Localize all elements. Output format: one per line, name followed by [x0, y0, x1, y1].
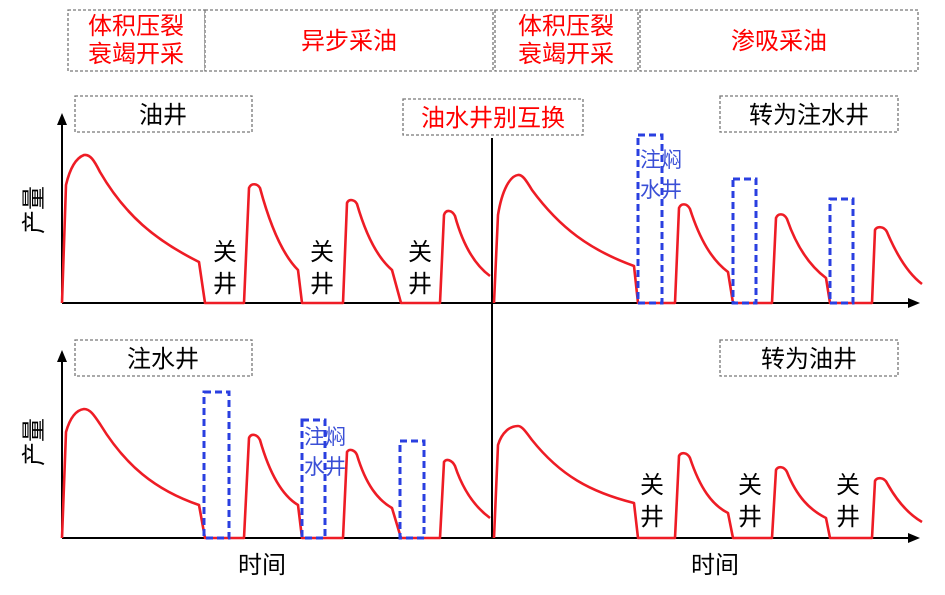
well-swap-box: [402, 98, 584, 136]
soak-label-top-line-1: 注焖: [640, 148, 682, 172]
soak-box-bottom-3: [398, 439, 426, 540]
stage-1-line-1: 体积压裂: [88, 12, 184, 40]
soak-box-top-3: [828, 197, 855, 305]
soak-label-bottom-line-1: 注焖: [304, 425, 346, 449]
soak-label-bottom-line-2: 水井: [304, 455, 346, 479]
injector-box: [74, 339, 253, 377]
production-curve-top-left: [60, 153, 491, 305]
to-oil-well-box: [719, 339, 899, 377]
shut-in-label-1-line-1: 关: [213, 238, 237, 266]
shut-in-label-2-line-2: 井: [310, 270, 334, 298]
shut-in-label-6-line-1: 关: [836, 471, 860, 499]
soak-box-top-2: [731, 177, 758, 305]
injector-label: 注水井: [127, 345, 199, 373]
stage-box-1: [67, 9, 206, 72]
well-swap-label: 油水井别互换: [421, 104, 565, 132]
shut-in-label-5-line-2: 井: [738, 503, 762, 531]
to-oil-well-label: 转为油井: [761, 345, 857, 373]
stage-1-line-2: 衰竭开采: [88, 40, 184, 68]
stage-3-line-1: 体积压裂: [518, 12, 614, 40]
y-axis-top-arrow: [57, 113, 67, 125]
soak-label-top-line-2: 水井: [640, 178, 682, 202]
soak-box-top-1: [636, 133, 664, 305]
y-axis-bottom-arrow: [57, 350, 67, 362]
shut-in-label-4-line-1: 关: [640, 471, 664, 499]
x-label-left: 时间: [238, 551, 286, 579]
to-injector-box: [719, 95, 899, 133]
production-curve-top-right: [492, 173, 923, 305]
soak-box-bottom-2: [300, 418, 327, 540]
shut-in-label-3-line-1: 关: [408, 238, 432, 266]
stage-box-2: [204, 9, 494, 72]
shut-in-label-2-line-1: 关: [310, 238, 334, 266]
x-label-right: 时间: [691, 551, 739, 579]
shut-in-label-3-line-2: 井: [408, 270, 432, 298]
stage-2-label: 异步采油: [301, 27, 397, 55]
shut-in-label-5-line-1: 关: [738, 471, 762, 499]
production-curve-bottom-right: [492, 424, 923, 540]
shut-in-label-1-line-2: 井: [213, 270, 237, 298]
x-axis-bottom-arrow: [908, 533, 920, 543]
stage-box-3: [494, 9, 639, 72]
y-label-bottom: 产量: [20, 418, 48, 466]
soak-box-bottom-1: [202, 390, 231, 540]
x-axis-top-arrow: [908, 298, 920, 308]
stage-3-line-2: 衰竭开采: [518, 40, 614, 68]
production-curve-bottom-left: [60, 407, 491, 540]
stage-box-4: [639, 9, 919, 72]
oil-well-label: 油井: [139, 101, 187, 129]
stage-4-label: 渗吸采油: [731, 27, 827, 55]
shut-in-label-4-line-2: 井: [640, 503, 664, 531]
shut-in-label-6-line-2: 井: [836, 503, 860, 531]
y-label-top: 产量: [20, 186, 48, 234]
oil-well-box: [74, 95, 253, 133]
to-injector-label: 转为注水井: [749, 101, 869, 129]
